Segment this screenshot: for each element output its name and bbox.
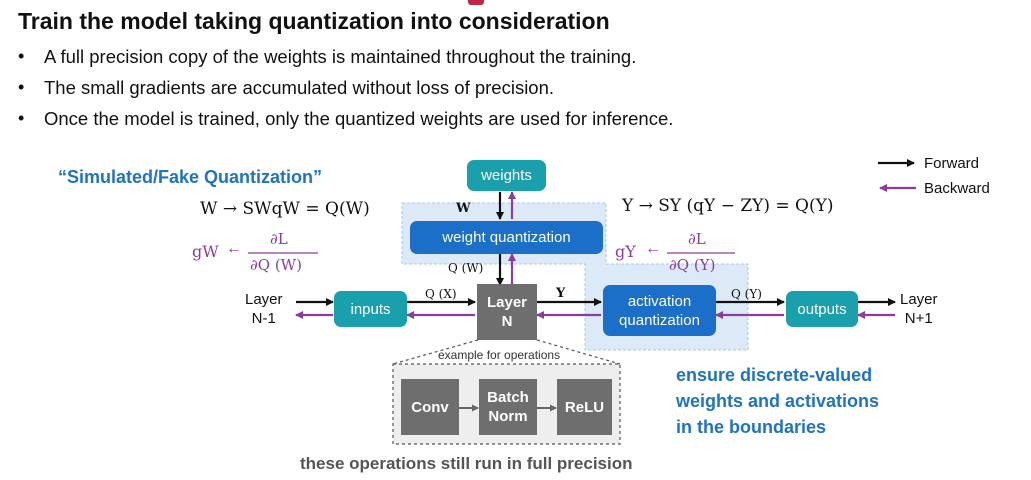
layer-n-box: Layer N bbox=[477, 284, 537, 340]
grad-w-lhs: gW bbox=[192, 242, 219, 261]
grad-w-numerator: ∂L bbox=[270, 230, 288, 248]
grad-y-numerator: ∂L bbox=[688, 230, 706, 248]
grad-w-arrow: ← bbox=[226, 240, 242, 257]
activation-quant-line2: quantization bbox=[619, 311, 700, 329]
simulated-quantization-label: “Simulated/Fake Quantization” bbox=[58, 167, 323, 187]
title-accent-bar bbox=[468, 0, 484, 5]
example-connector-right bbox=[536, 339, 621, 365]
batchnorm-box: Batch Norm bbox=[479, 379, 537, 435]
bullet-list: • A full precision copy of the weights is… bbox=[18, 46, 673, 139]
slide-title: Train the model taking quantization into… bbox=[18, 8, 610, 34]
bullet-dot: • bbox=[18, 46, 25, 66]
bullet-item: • A full precision copy of the weights is… bbox=[18, 46, 637, 67]
bullet-dot: • bbox=[18, 108, 25, 128]
bullet-item: • The small gradients are accumulated wit… bbox=[18, 77, 555, 98]
grad-y-lhs: gY bbox=[615, 242, 636, 261]
activation-quant-equation: Y → SY (qY − ZY) = Q(Y) bbox=[622, 196, 834, 216]
legend-forward-label: Forward bbox=[924, 155, 980, 172]
layer-n-line1: Layer bbox=[486, 294, 528, 311]
edge-label-w: W bbox=[456, 201, 471, 216]
grad-w-denominator: ∂Q (W) bbox=[250, 256, 302, 274]
bullet-item: • Once the model is trained, only the qua… bbox=[18, 108, 674, 129]
activation-quantization-box: activation quantization bbox=[603, 285, 716, 336]
grad-y-arrow: ← bbox=[645, 240, 661, 257]
edge-label-y: Y bbox=[556, 286, 566, 301]
layer-n-line2: N bbox=[501, 313, 513, 330]
weight-quantization-box: weight quantization bbox=[410, 221, 603, 254]
activation-quant-line1: activation bbox=[627, 292, 692, 310]
legend-backward-label: Backward bbox=[924, 180, 990, 197]
edge-label-qx: Q (X) bbox=[425, 287, 457, 301]
relu-box: ReLU bbox=[557, 379, 612, 435]
edge-label-qy: Q (Y) bbox=[731, 287, 762, 301]
inputs-box: inputs bbox=[334, 291, 407, 327]
full-precision-note: these operations still run in full preci… bbox=[300, 454, 633, 473]
outputs-box: outputs bbox=[786, 291, 858, 327]
weights-box: weights bbox=[467, 160, 546, 191]
example-connector-left bbox=[392, 339, 479, 365]
weight-quant-equation: W → SWqW = Q(W) bbox=[200, 199, 370, 219]
grad-y-denominator: ∂Q (Y) bbox=[669, 256, 716, 274]
conv-box: Conv bbox=[401, 379, 459, 435]
edge-label-qw: Q (W) bbox=[448, 261, 484, 275]
discrete-note: ensure discrete-valued weights and activ… bbox=[676, 365, 880, 437]
layer-prev-label: Layer N-1 bbox=[245, 291, 283, 327]
layer-next-label: Layer N+1 bbox=[900, 291, 938, 327]
bullet-dot: • bbox=[18, 77, 25, 97]
example-label: example for operations bbox=[438, 348, 561, 362]
